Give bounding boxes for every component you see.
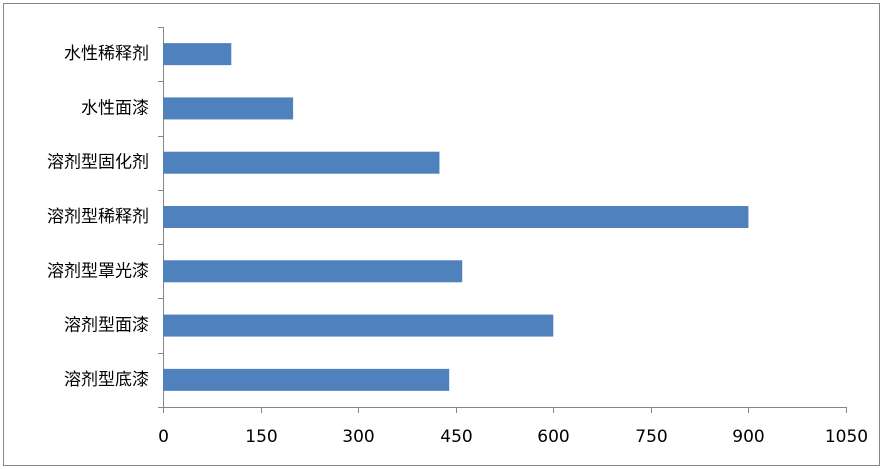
bar bbox=[163, 314, 554, 337]
x-tick-label: 1050 bbox=[825, 427, 868, 447]
y-tick-label: 溶剂型底漆 bbox=[64, 370, 149, 390]
bar bbox=[163, 206, 749, 228]
y-tick-label: 溶剂型固化剂 bbox=[47, 153, 149, 173]
y-tick-label: 水性面漆 bbox=[81, 98, 149, 118]
x-tick-label: 600 bbox=[537, 427, 569, 447]
x-tick-label: 150 bbox=[245, 427, 277, 447]
y-tick-label: 溶剂型罩光漆 bbox=[47, 261, 149, 281]
bar bbox=[163, 97, 294, 120]
y-tick-label: 溶剂型稀释剂 bbox=[47, 207, 149, 227]
x-tick-label: 750 bbox=[635, 427, 667, 447]
x-tick-label: 0 bbox=[158, 427, 169, 447]
chart-border bbox=[3, 3, 880, 466]
y-tick-label: 水性稀释剂 bbox=[64, 44, 149, 64]
bar bbox=[163, 43, 232, 66]
bar bbox=[163, 260, 463, 283]
y-tick-label: 溶剂型面漆 bbox=[64, 316, 149, 336]
bar bbox=[163, 151, 440, 174]
bar bbox=[163, 368, 450, 391]
x-tick-label: 450 bbox=[440, 427, 472, 447]
x-tick-label: 300 bbox=[342, 427, 374, 447]
x-tick-label: 900 bbox=[732, 427, 764, 447]
